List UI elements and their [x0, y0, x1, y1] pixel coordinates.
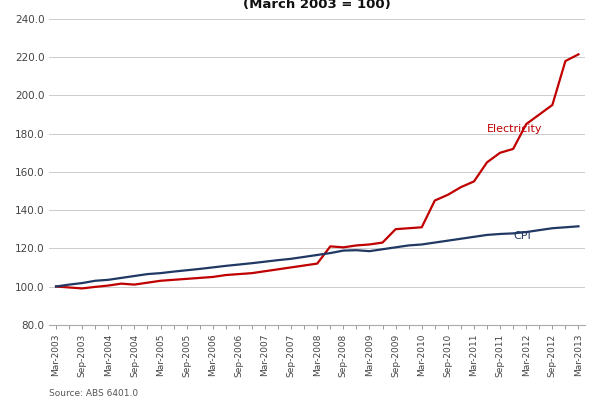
Text: (March 2003 = 100): (March 2003 = 100) — [244, 0, 391, 11]
Text: Electricity: Electricity — [487, 124, 542, 134]
Text: Source: ABS 6401.0: Source: ABS 6401.0 — [49, 389, 139, 398]
Text: CPI: CPI — [513, 231, 531, 241]
